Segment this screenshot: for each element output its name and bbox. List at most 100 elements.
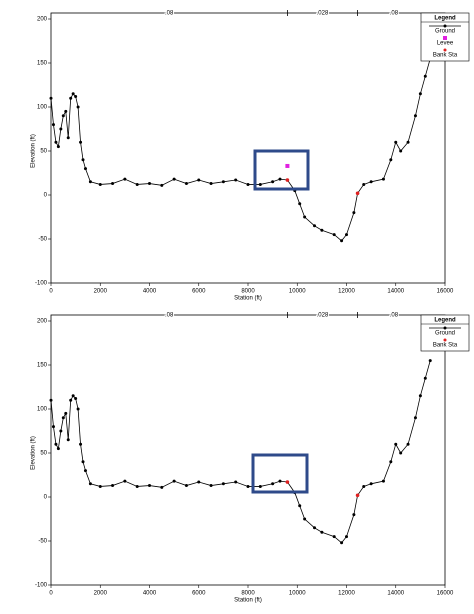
ground-marker [423,74,427,78]
ground-marker [184,182,188,186]
n-value-label: .028 [317,11,329,17]
x-tick-label: 10000 [289,591,306,597]
ground-marker [381,479,385,483]
ground-marker [172,479,176,483]
legend-swatch [443,48,447,52]
ground-marker [98,484,102,488]
ground-marker [362,182,366,186]
n-value-label: .08 [390,313,399,319]
ground-marker [51,425,55,429]
ground-marker [98,182,102,186]
ground-marker [83,167,87,171]
ground-marker [148,484,151,488]
ground-marker [394,442,398,446]
ground-marker [123,177,127,181]
x-tick-label: 4000 [143,289,157,295]
legend-box [420,314,470,352]
ground-marker [81,158,85,162]
ground-marker [69,96,73,100]
ground-marker [69,398,73,402]
ground-marker [79,442,83,446]
y-tick-label: 100 [37,407,48,413]
ground-marker [340,541,344,545]
y-tick-label: -50 [38,237,47,243]
ground-marker [64,109,68,113]
ground-marker [83,469,87,473]
bank-marker [355,191,360,196]
n-value-label: .08 [390,11,399,17]
x-tick-label: 6000 [192,591,206,597]
bank-marker [355,493,360,498]
ground-marker [234,480,238,484]
ground-marker [423,376,427,380]
ground-marker [246,182,250,186]
ground-marker [298,504,302,508]
ground-marker [399,149,403,153]
ground-marker [56,447,60,451]
ground-marker [71,394,75,398]
x-tick-label: 2000 [94,591,108,597]
x-tick-label: 12000 [338,289,355,295]
ground-marker [271,482,275,486]
x-axis-label: Station (ft) [234,598,262,604]
y-axis-label: Elevation (ft) [31,134,37,168]
levee-marker [285,163,290,168]
x-tick-label: 8000 [241,289,255,295]
ground-marker [172,177,176,181]
legend-label: Bank Sta [433,53,458,59]
ground-marker [76,407,80,411]
ground-marker [74,396,78,400]
ground-marker [418,92,422,96]
x-tick-label: 6000 [192,289,206,295]
ground-marker [49,398,53,402]
y-tick-label: -100 [35,281,48,287]
y-tick-label: 150 [37,61,48,67]
ground-marker [352,211,356,215]
ground-marker [271,180,275,184]
legend-label: Bank Sta [433,343,458,349]
ground-marker [88,482,92,486]
x-tick-label: 0 [49,289,53,295]
ground-marker [320,530,324,534]
x-tick-label: 16000 [437,591,454,597]
ground-marker [394,140,398,144]
legend-title: Legend [434,16,456,22]
ground-marker [312,224,316,228]
ground-marker [51,123,55,127]
legend-swatch [443,338,447,342]
y-tick-label: 200 [37,17,48,23]
y-tick-label: 100 [37,105,48,111]
highlight-box [253,149,310,191]
y-tick-label: -100 [35,583,48,589]
ground-marker [406,140,410,144]
ground-marker [76,105,80,109]
ground-marker [56,145,60,149]
ground-marker [59,127,63,131]
x-tick-label: 2000 [94,289,108,295]
ground-marker [197,178,201,182]
ground-marker [184,484,188,488]
legend-title: Legend [434,318,456,324]
ground-marker [389,158,393,162]
ground-marker [362,484,366,488]
ground-marker [209,484,213,488]
ground-marker [278,479,282,483]
y-tick-label: 0 [44,495,48,501]
legend-swatch [443,326,447,330]
x-tick-label: 16000 [437,289,454,295]
ground-marker [64,411,68,415]
ground-marker [160,183,164,187]
ground-marker [303,517,307,521]
x-tick-label: 8000 [241,591,255,597]
ground-marker [332,233,336,237]
y-tick-label: 50 [40,451,47,457]
y-tick-label: -50 [38,539,47,545]
x-tick-label: 4000 [143,591,157,597]
ground-marker [320,228,324,232]
ground-marker [160,485,164,489]
ground-marker [79,140,83,144]
ground-marker [258,484,262,488]
ground-marker [369,180,373,184]
